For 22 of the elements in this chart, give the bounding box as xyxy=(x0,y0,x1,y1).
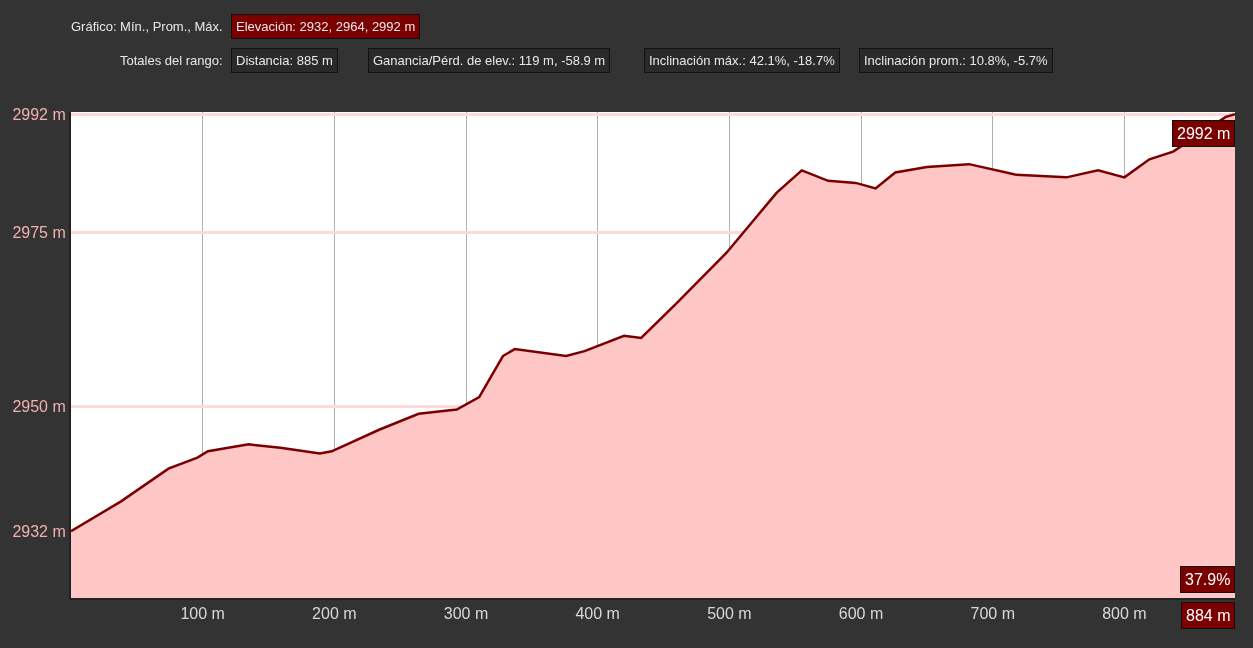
y-tick-label: 2932 m xyxy=(12,522,66,540)
text: Distancia: 885 m xyxy=(236,53,333,68)
x-tick-label: 800 m xyxy=(1102,605,1147,623)
x-tick-label: 700 m xyxy=(970,605,1015,623)
x-tick-label: 100 m xyxy=(180,605,225,623)
x-tick-label: 500 m xyxy=(707,605,752,623)
annotation: 37.9% xyxy=(1185,571,1231,588)
text: Gráfico: Mín., Prom., Máx. xyxy=(71,19,223,34)
text: Elevación: 2932, 2964, 2992 m xyxy=(236,19,416,34)
annotation: 2992 m xyxy=(1177,125,1231,142)
x-tick-label: 200 m xyxy=(312,605,357,623)
text: Ganancia/Pérd. de elev.: 119 m, -58.9 m xyxy=(373,53,606,68)
x-tick-label: 300 m xyxy=(443,605,489,623)
x-tick-label: 600 m xyxy=(838,605,884,623)
y-tick-label: 2975 m xyxy=(12,223,66,241)
y-tick-label: 2950 m xyxy=(12,397,66,415)
x-tick-label: 400 m xyxy=(575,605,620,623)
text: Totales del rango: xyxy=(120,53,223,68)
text: 884 m xyxy=(1186,607,1231,624)
y-tick-label: 2992 m xyxy=(12,105,66,123)
text: Inclinación máx.: 42.1%, -18.7% xyxy=(649,53,836,68)
text: Inclinación prom.: 10.8%, -5.7% xyxy=(864,53,1048,68)
